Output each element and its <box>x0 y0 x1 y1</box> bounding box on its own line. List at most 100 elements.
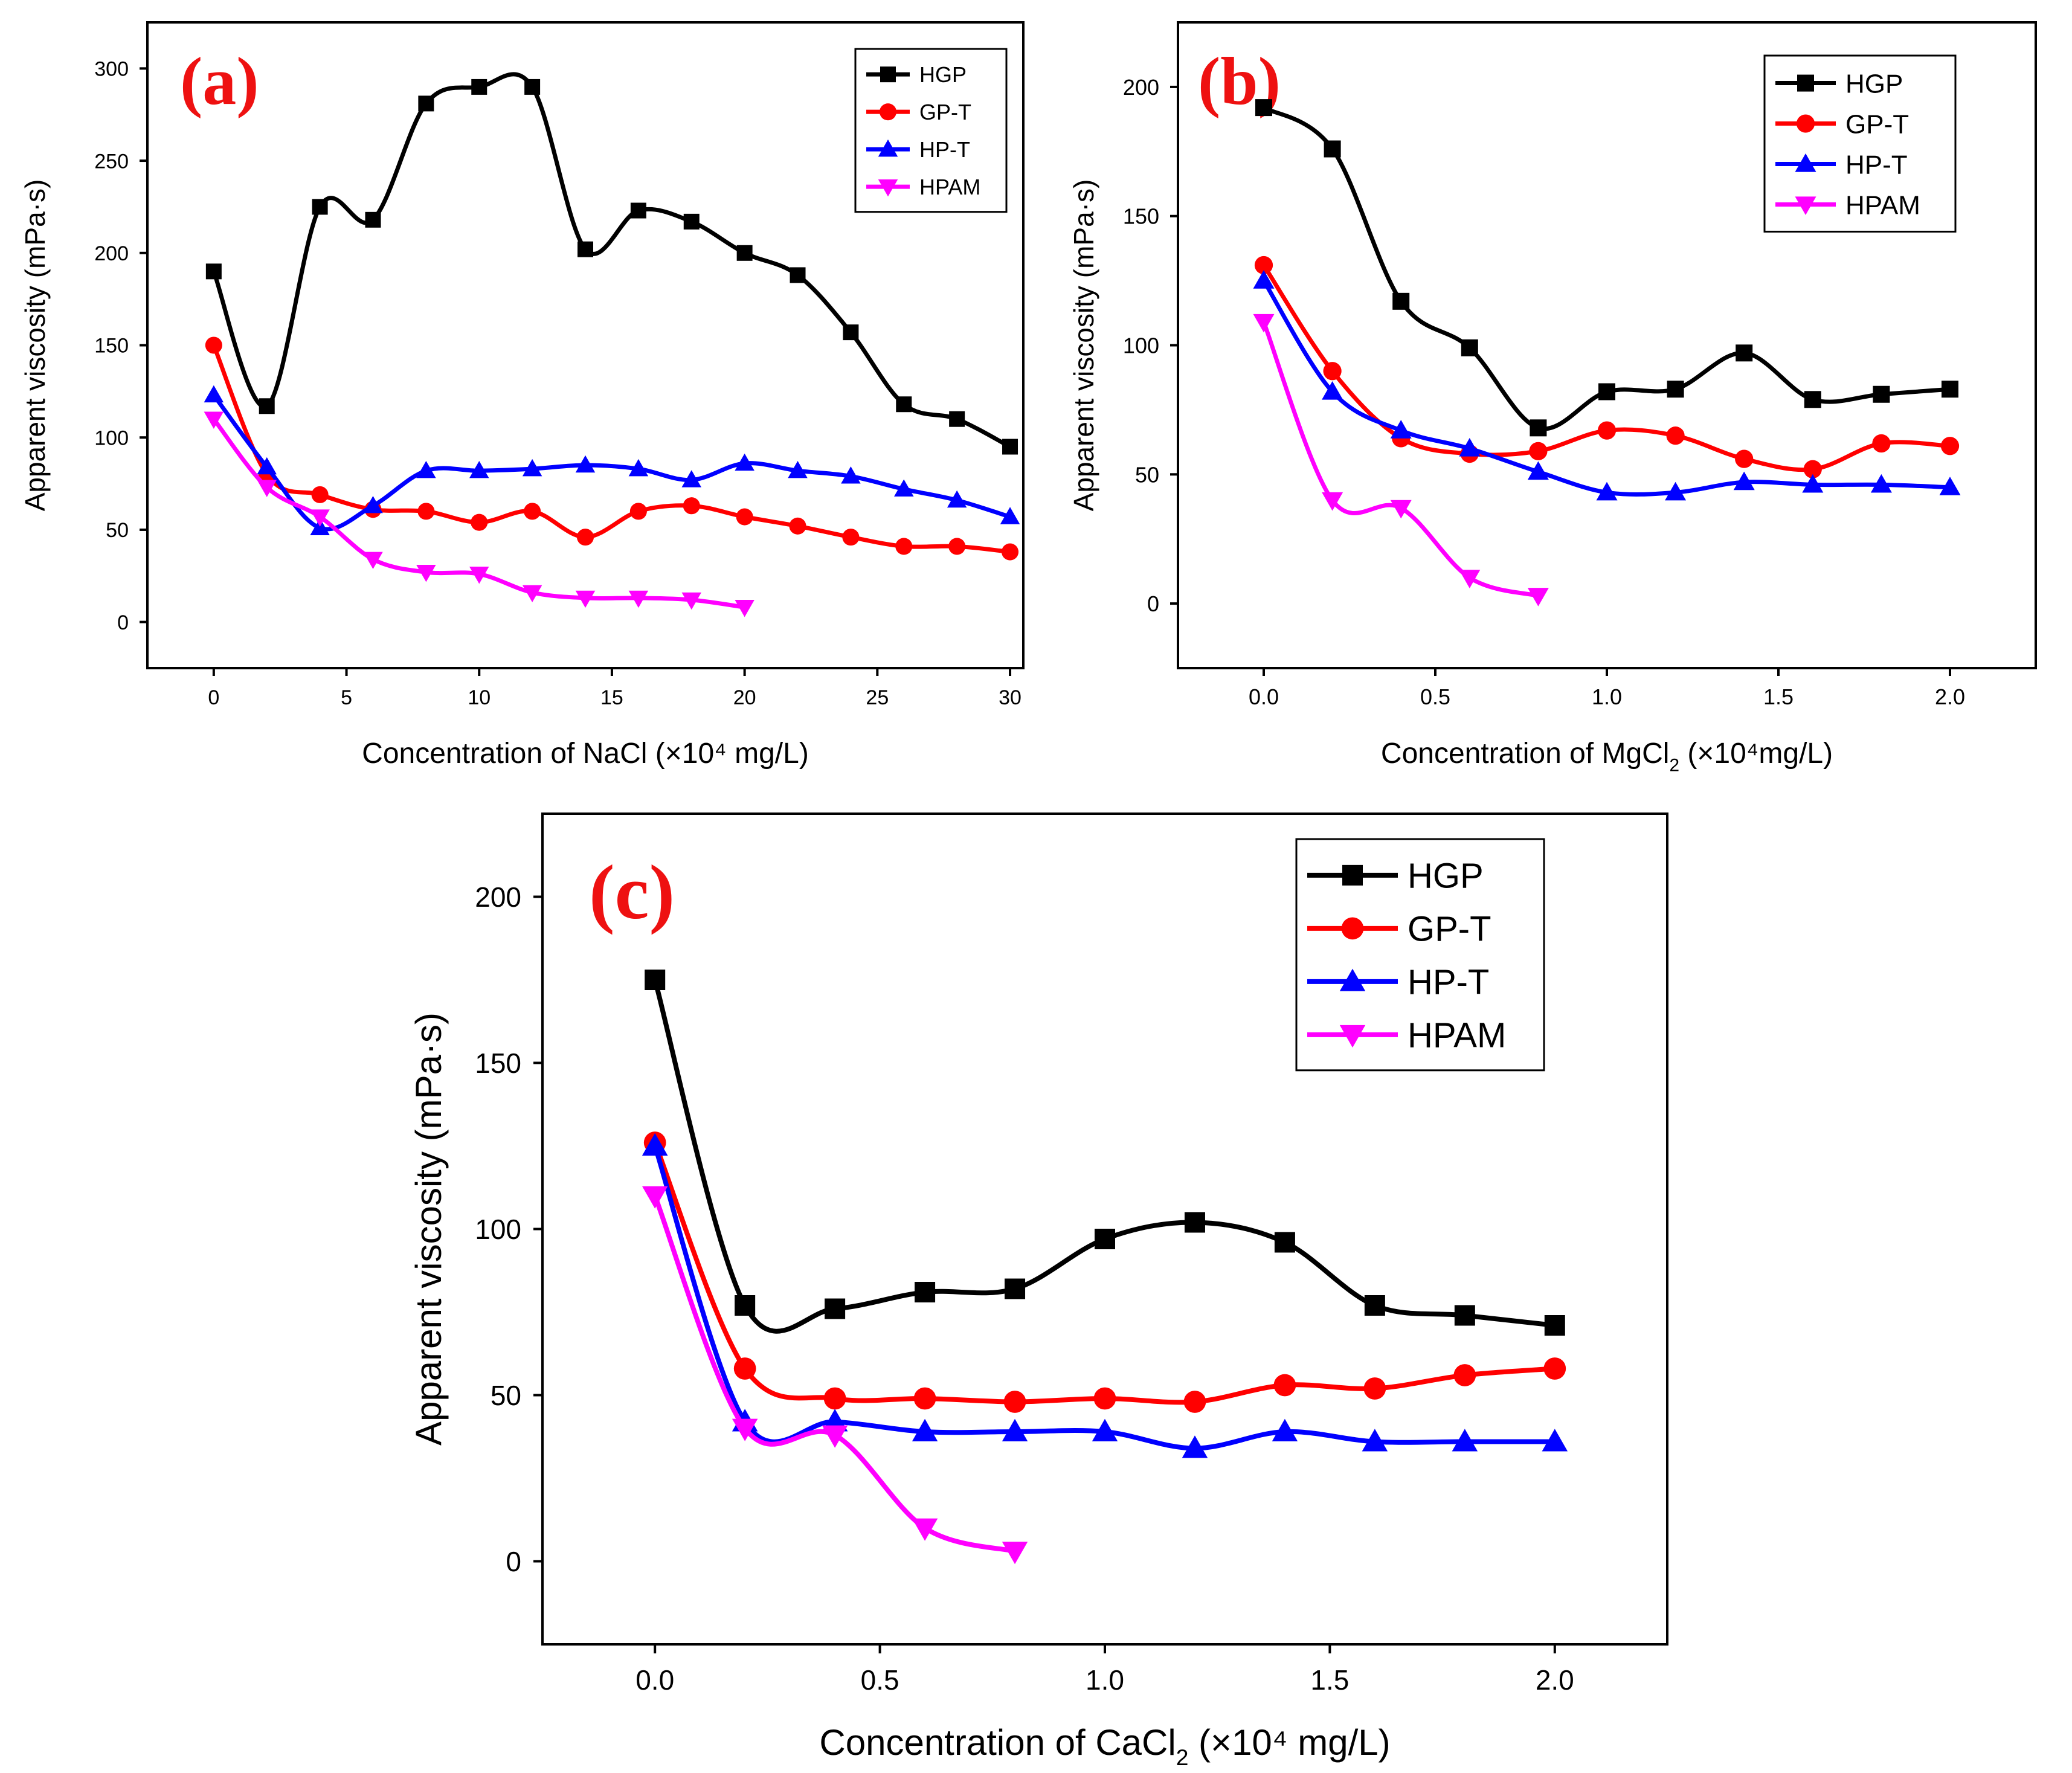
data-point <box>1543 1357 1566 1380</box>
legend-marker <box>1796 114 1815 133</box>
series-hgp <box>645 970 1565 1336</box>
series-hpam <box>1253 314 1549 607</box>
y-tick-label: 100 <box>94 426 129 449</box>
y-tick-label: 50 <box>491 1380 521 1411</box>
data-point <box>1735 449 1754 468</box>
legend-marker <box>1342 864 1363 886</box>
series-hp-t <box>204 385 1020 536</box>
data-point <box>895 538 913 555</box>
data-point <box>947 490 967 508</box>
x-tick-label: 10 <box>468 686 491 709</box>
data-point <box>894 479 914 497</box>
data-point <box>575 455 596 473</box>
data-point <box>1733 471 1755 491</box>
data-point <box>1666 426 1685 445</box>
legend-marker <box>880 66 896 83</box>
x-tick-label: 2.0 <box>1536 1664 1574 1696</box>
legend-label: HPAM <box>919 175 980 199</box>
data-point <box>1324 140 1341 158</box>
data-point <box>788 460 808 478</box>
legend-label: HPAM <box>1845 190 1920 220</box>
data-point <box>842 529 860 546</box>
data-point <box>1005 1278 1026 1299</box>
data-point <box>825 1298 846 1319</box>
x-tick-label: 1.5 <box>1763 684 1794 709</box>
data-point <box>1802 474 1824 493</box>
data-point <box>1452 1429 1478 1452</box>
data-point <box>471 513 488 531</box>
data-point <box>469 567 489 584</box>
data-point <box>736 508 753 526</box>
x-tick-label: 20 <box>733 686 756 709</box>
data-point <box>363 552 383 570</box>
panel-a: 0 5 10 15 20 25 30050100150200250300Concentrat… <box>19 21 1025 770</box>
y-tick-label: 100 <box>1123 333 1159 358</box>
legend: HGP GP-T HP-T HPAM <box>1763 54 1957 233</box>
data-point <box>1530 419 1547 437</box>
data-point <box>1939 477 1961 495</box>
data-point <box>790 267 806 283</box>
legend-marker <box>1797 74 1814 92</box>
y-tick-label: 200 <box>475 881 521 913</box>
y-axis-title: Apparent viscosity (mPa·s) <box>19 179 51 512</box>
data-point <box>417 503 435 520</box>
y-tick-label: 200 <box>1123 75 1159 100</box>
data-point <box>1274 1232 1295 1253</box>
data-point <box>1542 1429 1568 1452</box>
data-point <box>1002 439 1018 455</box>
x-tick-label: 30 <box>999 686 1022 709</box>
x-tick-label: 1.5 <box>1310 1664 1349 1696</box>
series-gp-t <box>1254 256 1960 478</box>
y-tick-label: 0 <box>506 1546 521 1577</box>
x-tick-label: 0 <box>208 686 219 709</box>
series-line <box>652 1193 1017 1554</box>
data-point <box>735 1295 756 1316</box>
x-tick-label: 0.0 <box>1249 684 1279 709</box>
data-point <box>471 79 487 95</box>
data-point <box>1095 1229 1115 1249</box>
data-point <box>823 1387 846 1410</box>
data-point <box>1736 344 1753 362</box>
data-point <box>310 518 330 536</box>
legend-marker <box>879 103 897 121</box>
data-point <box>735 453 754 471</box>
x-tick-label: 15 <box>600 686 623 709</box>
data-point <box>365 211 381 228</box>
data-point <box>204 385 224 403</box>
x-tick-label: 0.0 <box>635 1664 674 1696</box>
data-point <box>1459 570 1481 588</box>
data-point <box>1255 99 1272 117</box>
x-tick-label: 0.5 <box>1420 684 1450 709</box>
data-point <box>896 396 912 413</box>
y-axis-title: Apparent viscosity (mPa·s) <box>408 1012 449 1446</box>
panel-c: 0.0 0.5 1.0 1.5 2.0 0 50 100 150 200 Concentration… <box>408 812 1668 1770</box>
data-point <box>789 517 806 535</box>
data-point <box>1598 383 1615 401</box>
data-point <box>257 480 277 497</box>
data-point <box>1182 1435 1208 1458</box>
data-point <box>1363 1377 1386 1400</box>
data-point <box>1092 1418 1118 1441</box>
x-axis-title: Concentration of MgCl2 (×10⁴mg/L) <box>1381 738 1833 775</box>
data-point <box>1544 1315 1565 1336</box>
data-point <box>1364 1295 1385 1316</box>
data-point <box>1870 474 1892 493</box>
data-point <box>312 199 328 215</box>
data-point <box>205 336 222 354</box>
data-point <box>822 1425 848 1448</box>
data-point <box>578 241 593 257</box>
data-point <box>1873 385 1890 403</box>
y-tick-label: 0 <box>1147 591 1159 616</box>
legend-marker <box>878 179 898 197</box>
series-hpam <box>642 1186 1028 1565</box>
data-point <box>1000 507 1020 524</box>
data-point <box>1272 1418 1298 1441</box>
data-point <box>681 470 702 487</box>
y-tick-label: 0 <box>117 611 129 634</box>
data-point <box>1390 500 1412 519</box>
data-point <box>1002 1542 1028 1565</box>
x-tick-label: 25 <box>866 686 889 709</box>
data-point <box>735 600 754 617</box>
data-point <box>1804 391 1821 408</box>
